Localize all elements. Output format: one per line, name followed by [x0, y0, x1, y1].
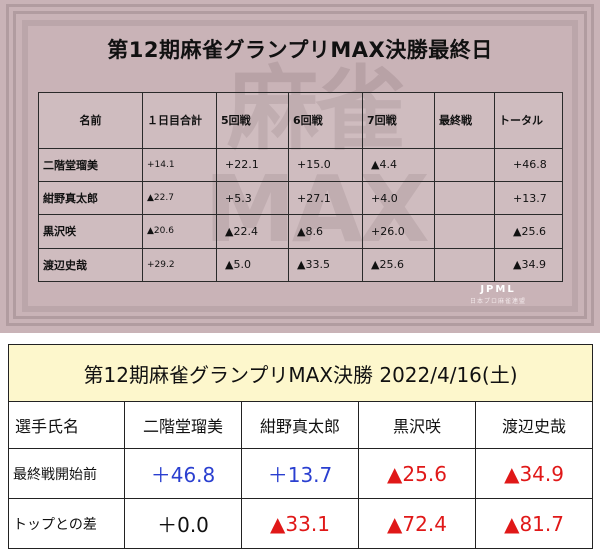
- game6-score: ▲8.6: [288, 214, 363, 249]
- score-value: ＋46.8: [124, 448, 242, 499]
- col-total: トータル: [494, 92, 563, 149]
- summary-title: 第12期麻雀グランプリMAX決勝 2022/4/16(土): [7, 344, 594, 402]
- day1-score: ▲20.6: [142, 214, 217, 249]
- col-game7: 7回戦: [362, 92, 435, 149]
- game6-score: ▲33.5: [288, 247, 363, 283]
- player-name-header: 選手氏名: [8, 401, 125, 449]
- day1-score: +14.1: [142, 147, 217, 182]
- top-title: 第12期麻雀グランプリMAX決勝最終日: [107, 38, 493, 62]
- summary-row-gap-to-top: トップとの差 ＋0.0 ▲33.1 ▲72.4 ▲81.7: [8, 498, 594, 549]
- row-label: トップとの差: [8, 498, 125, 549]
- final-round-summary: 第12期麻雀グランプリMAX決勝 2022/4/16(土) 選手氏名 二階堂瑠美…: [0, 344, 600, 549]
- total-score: ▲25.6: [494, 214, 563, 249]
- total-score: ▲34.9: [494, 247, 563, 283]
- game5-score: +22.1: [216, 147, 289, 182]
- decorative-frame: [6, 4, 594, 326]
- gap-value: ▲33.1: [241, 498, 359, 549]
- jpml-logo: JPML 日本プロ麻雀連盟: [468, 284, 528, 314]
- final-score: [434, 214, 495, 249]
- col-final: 最終戦: [434, 92, 495, 149]
- gap-value: ＋0.0: [124, 498, 242, 549]
- game7-score: ▲4.4: [362, 147, 435, 182]
- score-value: ＋13.7: [241, 448, 359, 499]
- table-row: 黒沢咲 ▲20.6 ▲22.4 ▲8.6 +26.0 ▲25.6: [38, 214, 563, 249]
- summary-table: 第12期麻雀グランプリMAX決勝 2022/4/16(土) 選手氏名 二階堂瑠美…: [7, 344, 594, 549]
- col-game6: 6回戦: [288, 92, 363, 149]
- summary-header-row: 選手氏名 二階堂瑠美 紺野真太郎 黒沢咲 渡辺史哉: [8, 401, 594, 449]
- day1-score: ▲22.7: [142, 180, 217, 216]
- final-score: [434, 180, 495, 216]
- player-name: 黒沢咲: [38, 214, 143, 249]
- jpml-logo-text: JPML: [480, 284, 516, 295]
- player-header: 黒沢咲: [358, 401, 476, 449]
- player-name: 渡辺史哉: [38, 247, 143, 283]
- standings-image-panel: 麻雀 MAX JPML 日本プロ麻雀連盟 第12期麻雀グランプリMAX決勝最終日 …: [0, 0, 600, 333]
- col-name: 名前: [38, 92, 143, 149]
- score-value: ▲34.9: [474, 448, 594, 499]
- game6-score: +27.1: [288, 180, 363, 216]
- summary-row-before-final: 最終戦開始前 ＋46.8 ＋13.7 ▲25.6 ▲34.9: [8, 448, 594, 499]
- game5-score: +5.3: [216, 180, 289, 216]
- final-score: [434, 147, 495, 182]
- player-header: 渡辺史哉: [474, 401, 594, 449]
- player-header: 紺野真太郎: [241, 401, 359, 449]
- total-score: +46.8: [494, 147, 563, 182]
- day1-score: +29.2: [142, 247, 217, 283]
- score-table: 名前 １日目合計 5回戦 6回戦 7回戦 最終戦 トータル 二階堂瑠美 +14.…: [38, 92, 563, 283]
- game5-score: ▲5.0: [216, 247, 289, 283]
- score-value: ▲25.6: [358, 448, 476, 499]
- row-label: 最終戦開始前: [8, 448, 125, 499]
- decorative-frame-inner: [22, 20, 578, 312]
- gap-value: ▲81.7: [474, 498, 594, 549]
- final-score: [434, 247, 495, 283]
- gap-value: ▲72.4: [358, 498, 476, 549]
- game7-score: +4.0: [362, 180, 435, 216]
- jpml-logo-subtext: 日本プロ麻雀連盟: [469, 298, 526, 305]
- game7-score: ▲25.6: [362, 247, 435, 283]
- game5-score: ▲22.4: [216, 214, 289, 249]
- game6-score: +15.0: [288, 147, 363, 182]
- col-game5: 5回戦: [216, 92, 289, 149]
- player-header: 二階堂瑠美: [124, 401, 242, 449]
- total-score: +13.7: [494, 180, 563, 216]
- table-row: 二階堂瑠美 +14.1 +22.1 +15.0 ▲4.4 +46.8: [38, 147, 563, 182]
- table-row: 渡辺史哉 +29.2 ▲5.0 ▲33.5 ▲25.6 ▲34.9: [38, 247, 563, 283]
- game7-score: +26.0: [362, 214, 435, 249]
- col-day1: １日目合計: [142, 92, 217, 149]
- player-name: 紺野真太郎: [38, 180, 143, 216]
- player-name: 二階堂瑠美: [38, 147, 143, 182]
- score-table-header: 名前 １日目合計 5回戦 6回戦 7回戦 最終戦 トータル: [38, 92, 563, 149]
- table-row: 紺野真太郎 ▲22.7 +5.3 +27.1 +4.0 +13.7: [38, 180, 563, 216]
